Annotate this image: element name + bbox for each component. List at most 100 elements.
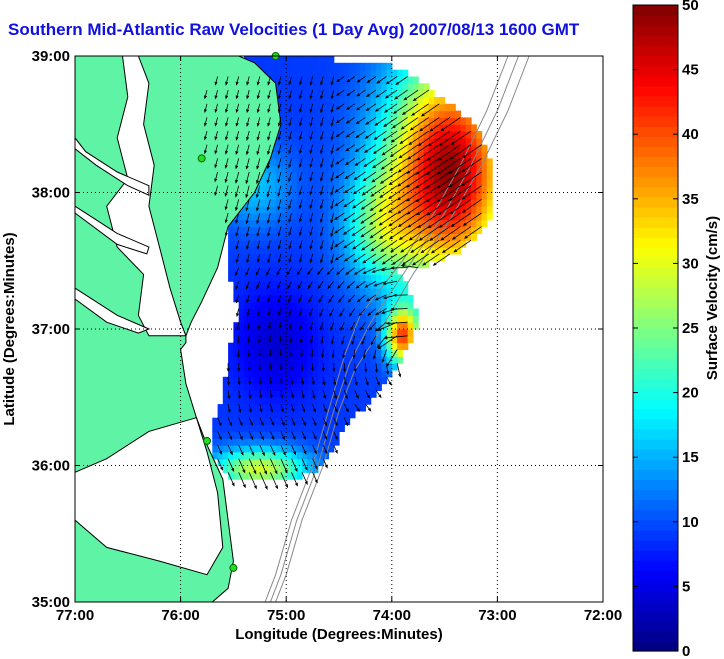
velocity-cell <box>402 247 409 255</box>
land <box>74 55 282 603</box>
velocity-cell <box>349 178 356 187</box>
velocity-vector <box>412 89 430 102</box>
velocity-cell <box>402 83 409 91</box>
velocity-cell <box>339 165 345 173</box>
velocity-cell <box>376 322 382 330</box>
velocity-cell <box>434 151 440 159</box>
velocity-cell <box>455 110 462 118</box>
velocity-cell <box>418 144 425 153</box>
velocity-vector <box>376 76 387 84</box>
velocity-cell <box>460 206 467 214</box>
velocity-cell <box>280 465 287 473</box>
velocity-cell <box>344 62 351 71</box>
velocity-cell <box>280 417 287 426</box>
velocity-cell <box>291 165 298 173</box>
velocity-vector <box>246 103 250 114</box>
velocity-cell <box>286 315 293 323</box>
colorbar-band <box>633 196 678 208</box>
velocity-cell <box>386 151 393 159</box>
velocity-cell <box>265 383 271 391</box>
velocity-cell <box>244 226 250 234</box>
velocity-cell <box>402 226 409 234</box>
velocity-cell <box>333 172 340 180</box>
velocity-cell <box>360 329 366 337</box>
velocity-vector <box>440 226 461 241</box>
velocity-cell <box>376 247 382 255</box>
velocity-cell <box>370 260 377 269</box>
velocity-cell <box>423 103 430 112</box>
velocity-cell <box>296 233 303 241</box>
velocity-vector <box>279 349 283 357</box>
velocity-cell <box>428 124 435 132</box>
velocity-vector <box>291 417 296 427</box>
velocity-cell <box>360 397 366 405</box>
velocity-vector <box>270 458 278 475</box>
velocity-cell <box>397 144 403 153</box>
colorbar-band <box>633 317 678 329</box>
velocity-cell <box>328 185 335 194</box>
velocity-cell <box>444 131 451 139</box>
velocity-cell <box>275 472 282 480</box>
velocity-cell <box>486 165 493 173</box>
colorbar-band <box>633 499 678 511</box>
velocity-cell <box>333 131 340 139</box>
velocity-cell <box>481 172 488 180</box>
velocity-cell <box>360 260 366 269</box>
velocity-cell <box>333 178 340 187</box>
velocity-cell <box>312 404 319 412</box>
velocity-cell <box>360 288 366 296</box>
velocity-cell <box>344 253 351 262</box>
velocity-cell <box>312 397 319 405</box>
colorbar-band <box>633 368 678 380</box>
velocity-cell <box>333 390 340 398</box>
velocity-vector <box>277 117 282 127</box>
velocity-cell <box>238 410 245 419</box>
velocity-cell <box>302 308 308 316</box>
velocity-vector <box>204 130 208 141</box>
velocity-vector <box>257 322 261 330</box>
velocity-cell <box>339 199 345 207</box>
velocity-cell <box>238 267 245 275</box>
velocity-cell <box>291 322 298 330</box>
velocity-cell <box>376 315 382 323</box>
colorbar-band <box>633 428 678 440</box>
velocity-vector <box>301 376 305 386</box>
velocity-cell <box>349 376 356 385</box>
velocity-vector <box>429 226 451 241</box>
velocity-vector <box>390 130 408 143</box>
velocity-cell <box>434 117 440 125</box>
velocity-cell <box>344 315 351 323</box>
velocity-cell <box>302 69 308 78</box>
velocity-cell <box>307 185 314 194</box>
velocity-cell <box>476 226 483 234</box>
velocity-cell <box>339 260 345 269</box>
velocity-cell <box>302 124 308 132</box>
velocity-vector <box>380 158 398 170</box>
velocity-cell <box>455 172 462 180</box>
velocity-cell <box>360 281 366 289</box>
velocity-cell <box>381 335 388 344</box>
velocity-cell <box>244 315 250 323</box>
velocity-cell <box>423 206 430 214</box>
velocity-cell <box>397 90 403 98</box>
velocity-cell <box>428 253 435 262</box>
velocity-vector <box>288 185 292 197</box>
velocity-vector <box>374 294 387 301</box>
velocity-cell <box>349 329 356 337</box>
velocity-cell <box>302 97 308 105</box>
velocity-cell <box>291 376 298 385</box>
velocity-cell <box>412 97 419 105</box>
velocity-cell <box>344 117 351 125</box>
velocity-cell <box>259 404 266 412</box>
velocity-vector <box>408 226 430 241</box>
velocity-vector <box>328 294 335 304</box>
velocity-cell <box>365 103 372 112</box>
velocity-cell <box>307 390 314 398</box>
velocity-cell <box>296 410 303 419</box>
colorbar-band <box>633 146 678 157</box>
velocity-cell <box>280 83 287 91</box>
velocity-vector <box>448 171 472 188</box>
velocity-cell <box>286 131 293 139</box>
velocity-cell <box>412 260 419 269</box>
velocity-cell <box>339 294 345 303</box>
